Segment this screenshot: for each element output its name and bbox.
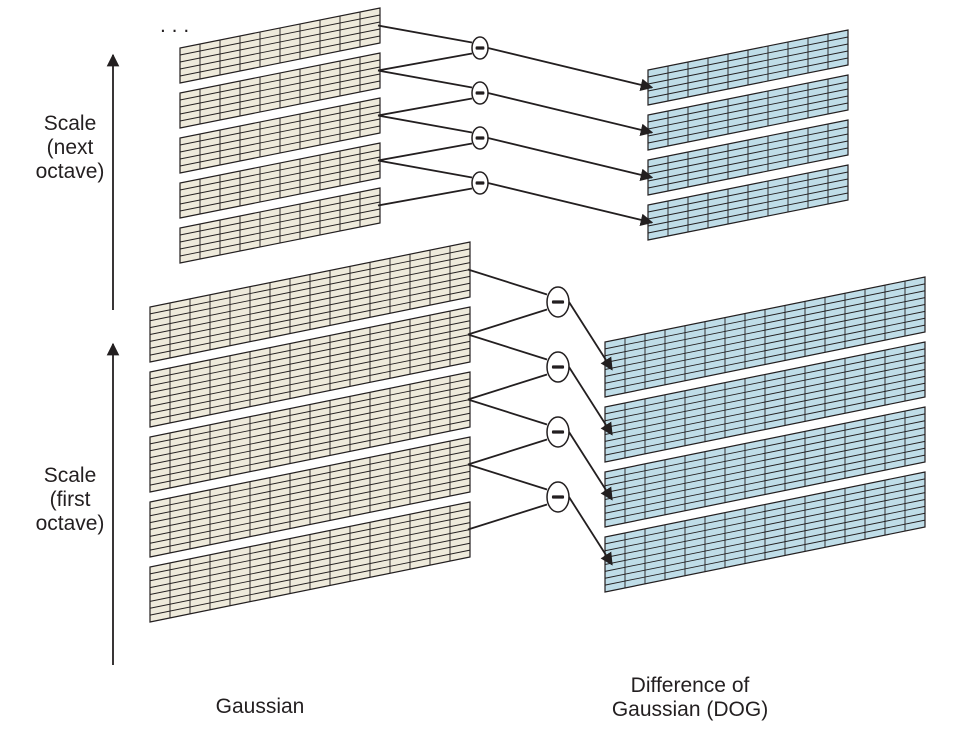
next-octave-minus-node-3 — [472, 37, 488, 59]
first-octave-g4-to-minus3 — [468, 270, 547, 295]
first-octave-g3-to-minus3 — [468, 310, 547, 335]
next-octave-g1-to-minus0 — [378, 161, 472, 178]
next-octave-minus2-to-dog2 — [488, 93, 652, 133]
next-octave-minus-node-2 — [472, 82, 488, 104]
first-octave-g2-to-minus1 — [468, 400, 547, 425]
ellipsis-label: . . . — [160, 14, 189, 37]
next-octave-minus0-to-dog0 — [488, 183, 652, 223]
next-octave-g2-to-minus2 — [378, 99, 472, 116]
first-octave-g3-to-minus2 — [468, 335, 547, 360]
next-octave-minus-node-0 — [472, 172, 488, 194]
scale-next-l2: (next — [47, 136, 94, 159]
first-octave-minus-node-1 — [547, 417, 569, 447]
first-octave-minus-node-2 — [547, 352, 569, 382]
next-octave-g3-to-minus3 — [378, 54, 472, 71]
next-octave-g2-to-minus1 — [378, 116, 472, 133]
first-octave-minus-node-0 — [547, 482, 569, 512]
next-octave-g3-to-minus2 — [378, 71, 472, 88]
gaussian-label: Gaussian — [216, 695, 305, 718]
scale-next-l1: Scale — [44, 112, 97, 135]
first-octave-g1-to-minus0 — [468, 465, 547, 490]
scale-first-l3: octave) — [36, 512, 105, 535]
next-octave-g0-to-minus0 — [378, 189, 472, 206]
dog-label-l2: Gaussian (DOG) — [612, 698, 768, 721]
next-octave-minus1-to-dog1 — [488, 138, 652, 178]
scale-next-l3: octave) — [36, 160, 105, 183]
first-octave-minus-node-3 — [547, 287, 569, 317]
next-octave-minus-node-1 — [472, 127, 488, 149]
first-octave-minus3-to-dog3 — [569, 302, 612, 370]
first-octave-g2-to-minus2 — [468, 375, 547, 400]
scale-first-l2: (first — [50, 488, 91, 511]
next-octave-g4-to-minus3 — [378, 26, 472, 43]
first-octave-g0-to-minus0 — [468, 505, 547, 530]
first-octave-g1-to-minus1 — [468, 440, 547, 465]
scale-first-l1: Scale — [44, 464, 97, 487]
next-octave-g1-to-minus1 — [378, 144, 472, 161]
next-octave-minus3-to-dog3 — [488, 48, 652, 88]
dog-label-l1: Difference of — [631, 674, 750, 697]
